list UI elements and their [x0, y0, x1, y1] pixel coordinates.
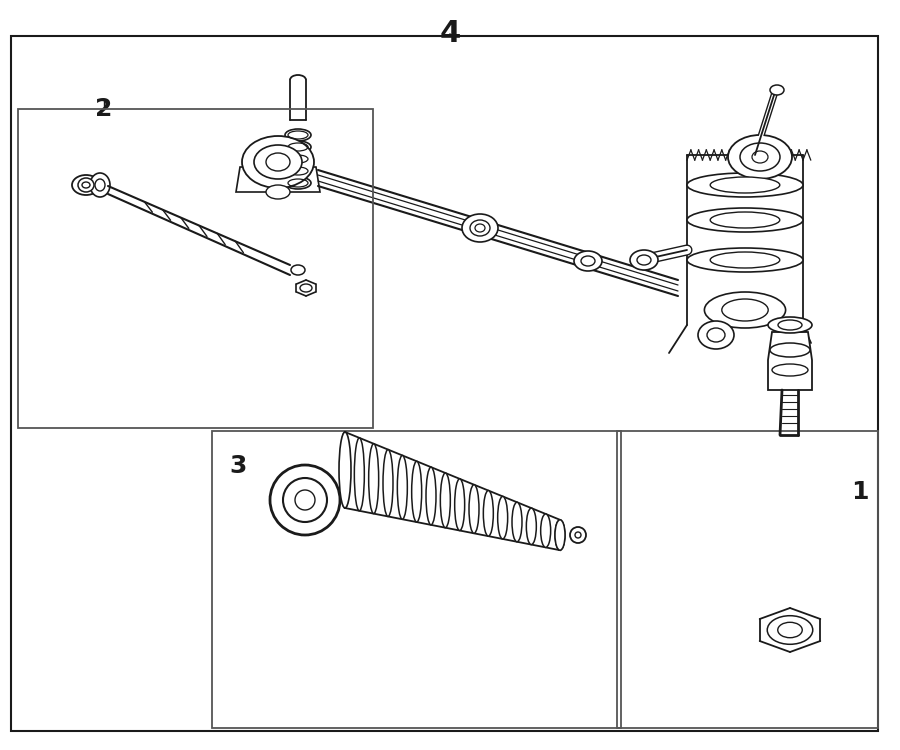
Ellipse shape: [512, 503, 522, 542]
Ellipse shape: [728, 135, 792, 179]
Ellipse shape: [498, 496, 508, 539]
Ellipse shape: [254, 145, 302, 179]
Text: 2: 2: [94, 98, 112, 122]
Ellipse shape: [574, 251, 602, 271]
Ellipse shape: [630, 250, 658, 270]
Ellipse shape: [526, 508, 536, 544]
Ellipse shape: [555, 520, 565, 550]
Bar: [616, 431, 878, 728]
Ellipse shape: [698, 321, 734, 349]
Bar: [212, 431, 621, 728]
Ellipse shape: [687, 173, 803, 197]
Ellipse shape: [687, 248, 803, 272]
Ellipse shape: [687, 208, 803, 232]
Ellipse shape: [770, 343, 810, 357]
Ellipse shape: [283, 478, 327, 522]
Ellipse shape: [285, 165, 311, 177]
Ellipse shape: [242, 136, 314, 188]
Ellipse shape: [270, 465, 340, 535]
Ellipse shape: [90, 173, 110, 197]
Ellipse shape: [411, 461, 422, 522]
Ellipse shape: [710, 177, 779, 193]
Ellipse shape: [767, 616, 813, 644]
Ellipse shape: [454, 478, 464, 530]
Ellipse shape: [770, 85, 784, 95]
Ellipse shape: [397, 455, 408, 519]
Ellipse shape: [82, 182, 90, 188]
Ellipse shape: [340, 432, 350, 508]
Ellipse shape: [710, 212, 779, 228]
Ellipse shape: [772, 364, 808, 376]
Ellipse shape: [483, 490, 493, 536]
Ellipse shape: [285, 129, 311, 141]
Ellipse shape: [555, 520, 565, 550]
Ellipse shape: [462, 214, 498, 242]
Ellipse shape: [710, 252, 779, 268]
Ellipse shape: [339, 432, 351, 508]
Ellipse shape: [426, 467, 436, 525]
Ellipse shape: [740, 143, 780, 171]
Ellipse shape: [72, 175, 100, 195]
Ellipse shape: [78, 178, 94, 192]
Ellipse shape: [266, 185, 290, 199]
Ellipse shape: [285, 153, 311, 165]
Ellipse shape: [291, 265, 305, 275]
Ellipse shape: [440, 473, 450, 528]
Text: 3: 3: [230, 454, 248, 478]
Bar: [18, 109, 373, 427]
Ellipse shape: [285, 177, 311, 189]
Ellipse shape: [722, 299, 769, 321]
Ellipse shape: [355, 438, 365, 511]
Ellipse shape: [570, 527, 586, 543]
Ellipse shape: [295, 490, 315, 510]
Ellipse shape: [469, 484, 479, 533]
Ellipse shape: [768, 317, 812, 333]
Polygon shape: [236, 167, 320, 192]
Ellipse shape: [383, 449, 393, 517]
Ellipse shape: [369, 444, 379, 514]
Polygon shape: [768, 332, 812, 390]
Text: 4: 4: [439, 19, 461, 48]
Ellipse shape: [285, 141, 311, 153]
Text: 1: 1: [850, 480, 868, 504]
Ellipse shape: [541, 514, 551, 548]
Ellipse shape: [705, 292, 786, 328]
